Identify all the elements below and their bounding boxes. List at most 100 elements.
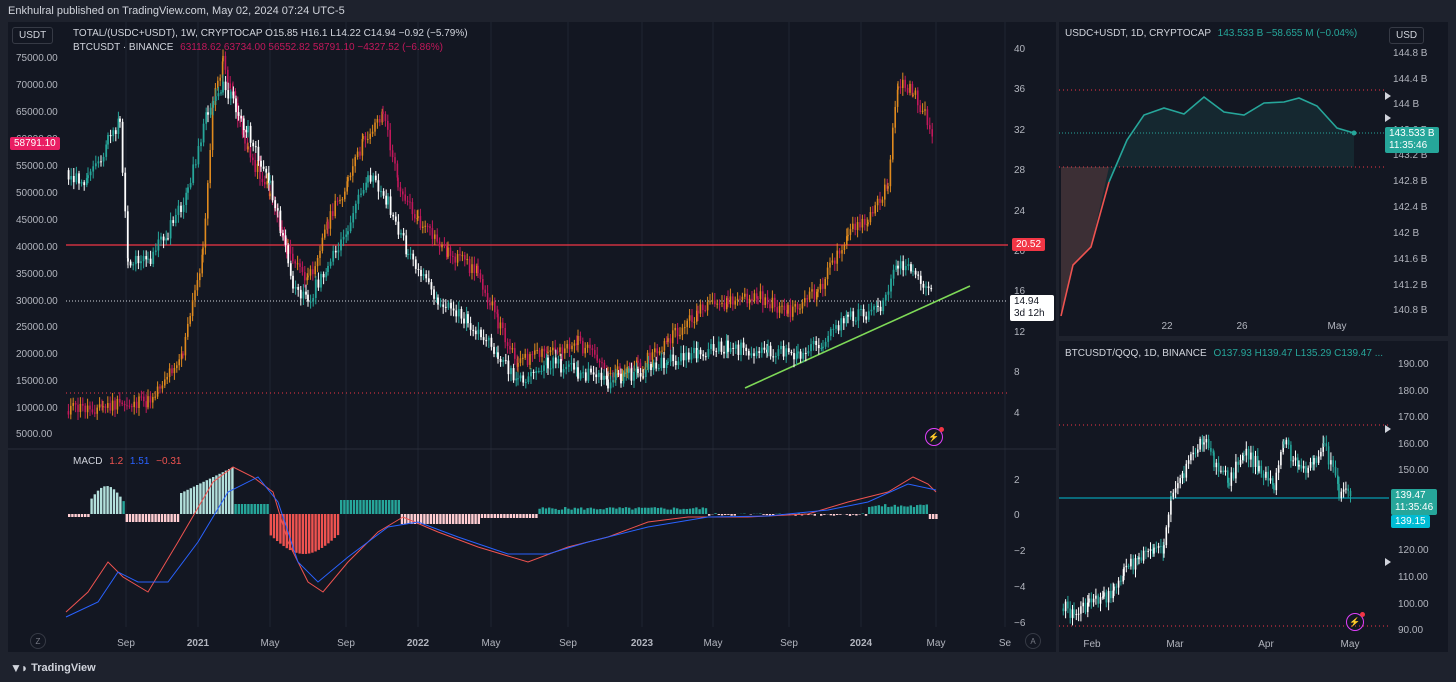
qqq-candle — [1247, 448, 1250, 460]
total-candle — [232, 91, 235, 99]
btc-candle — [872, 212, 874, 214]
total-candle — [145, 256, 148, 260]
macd-histogram-bar — [685, 509, 688, 514]
btc-candle — [911, 83, 914, 96]
usdc-axis-label: 144.4 B — [1393, 74, 1428, 85]
total-candle — [532, 371, 535, 373]
qqq-candle — [1122, 575, 1124, 582]
btc-candle — [579, 335, 582, 341]
time-axis-label: May — [261, 638, 280, 649]
qqq-candle — [1201, 438, 1204, 445]
qqq-candle — [1090, 598, 1093, 603]
qqq-legend[interactable]: BTCUSDT/QQQ, 1D, BINANCE O137.93 H139.47… — [1065, 348, 1383, 359]
total-candle — [799, 351, 802, 359]
btc-candle — [121, 402, 123, 405]
usd-unit-button[interactable]: USD — [1389, 27, 1425, 44]
btc-candle — [854, 223, 856, 231]
btc-candle — [314, 266, 316, 275]
qqq-candle — [1322, 443, 1324, 452]
total-candle — [405, 235, 408, 255]
macd-histogram-bar — [234, 504, 237, 514]
total-candle — [515, 378, 518, 381]
btc-candle — [391, 150, 394, 158]
qqq-chart-canvas[interactable]: 190.00180.00170.00160.00150.00140.00130.… — [1059, 341, 1448, 652]
macd-histogram-bar — [423, 514, 426, 524]
btc-candle — [268, 181, 271, 197]
btc-candle — [736, 298, 739, 301]
usdc-time-label: May — [1328, 321, 1347, 332]
usdc-last-point — [1351, 130, 1357, 136]
unit-button-label: USDT — [19, 30, 47, 41]
btc-candle — [436, 234, 438, 242]
btc-candle — [397, 177, 399, 188]
macd-legend[interactable]: MACD 1.2 1.51 −0.31 — [73, 456, 181, 467]
btc-candle — [706, 302, 709, 311]
macd-histogram-bar — [253, 504, 256, 514]
macd-histogram-bar — [618, 507, 621, 514]
total-candle — [685, 352, 688, 361]
total-candle — [460, 309, 463, 319]
auto-scale-icon[interactable]: A — [1025, 633, 1041, 649]
usdc-legend[interactable]: USDC+USDT, 1D, CRYPTOCAP 143.533 B −58.6… — [1065, 28, 1357, 39]
macd-histogram-bar — [772, 514, 775, 516]
total-candle — [687, 352, 690, 360]
total-candle — [279, 210, 282, 234]
main-chart-canvas[interactable]: 75000.0070000.0065000.0060000.0055000.00… — [8, 22, 1056, 652]
btc-candle — [417, 216, 419, 219]
main-legend-line1[interactable]: TOTAL/(USDC+USDT), 1W, CRYPTOCAP O15.85 … — [73, 28, 468, 39]
macd-histogram-bar — [109, 487, 112, 514]
total-candle — [425, 274, 428, 279]
qqq-alert-bolt-icon[interactable]: ⚡ — [1346, 612, 1365, 631]
btc-candle — [769, 304, 771, 309]
main-legend-line2[interactable]: BTCUSDT · BINANCE 63118.62 63734.00 5655… — [73, 42, 443, 53]
total-candle — [729, 347, 732, 352]
btc-candle — [866, 224, 868, 226]
total-candle — [265, 168, 268, 173]
total-candle — [194, 164, 197, 166]
total-candle — [760, 347, 763, 353]
qqq-chart-pane[interactable]: 190.00180.00170.00160.00150.00140.00130.… — [1059, 341, 1448, 652]
btc-candle — [867, 222, 869, 225]
btc-candle — [131, 406, 133, 408]
qqq-candle — [1280, 452, 1282, 466]
btc-candle — [241, 123, 244, 135]
macd-histogram-bar — [292, 514, 295, 552]
qqq-candle — [1167, 514, 1170, 528]
total-candle — [835, 325, 837, 329]
btc-candle — [479, 273, 482, 279]
total-candle — [812, 340, 815, 345]
btc-price-badge: 58791.10 — [10, 137, 60, 150]
total-candle — [107, 135, 109, 145]
btc-candle — [511, 348, 514, 350]
macd-histogram-bar — [528, 514, 532, 518]
qqq-candle — [1210, 448, 1212, 452]
btc-candle — [509, 345, 511, 350]
total-candle — [307, 294, 309, 302]
total-candle — [397, 221, 400, 235]
btc-candle — [887, 186, 889, 189]
total-candle — [412, 253, 415, 260]
qqq-level-badge: 139.15 — [1391, 515, 1430, 528]
qqq-candle — [1152, 549, 1154, 554]
total-candle — [334, 250, 337, 253]
btc-candle — [352, 166, 354, 176]
macd-histogram-bar — [160, 514, 164, 522]
right-axis-label: 12 — [1014, 327, 1026, 338]
macd-histogram-bar — [346, 500, 349, 514]
total-candle — [517, 378, 519, 380]
btc-candle — [152, 397, 154, 403]
total-candle — [220, 92, 222, 94]
macd-histogram-bar — [640, 507, 644, 514]
macd-histogram-bar — [522, 514, 525, 518]
alert-bolt-icon[interactable]: ⚡ — [925, 427, 944, 446]
unit-button[interactable]: USDT — [12, 27, 54, 44]
main-chart-pane[interactable]: 75000.0070000.0065000.0060000.0055000.00… — [8, 22, 1056, 652]
total-candle — [157, 239, 160, 251]
total-candle — [777, 349, 780, 356]
zoom-reset-icon[interactable]: Z — [30, 633, 46, 649]
btc-candle — [726, 298, 728, 310]
btc-candle — [471, 264, 473, 273]
qqq-candle — [1062, 608, 1065, 612]
